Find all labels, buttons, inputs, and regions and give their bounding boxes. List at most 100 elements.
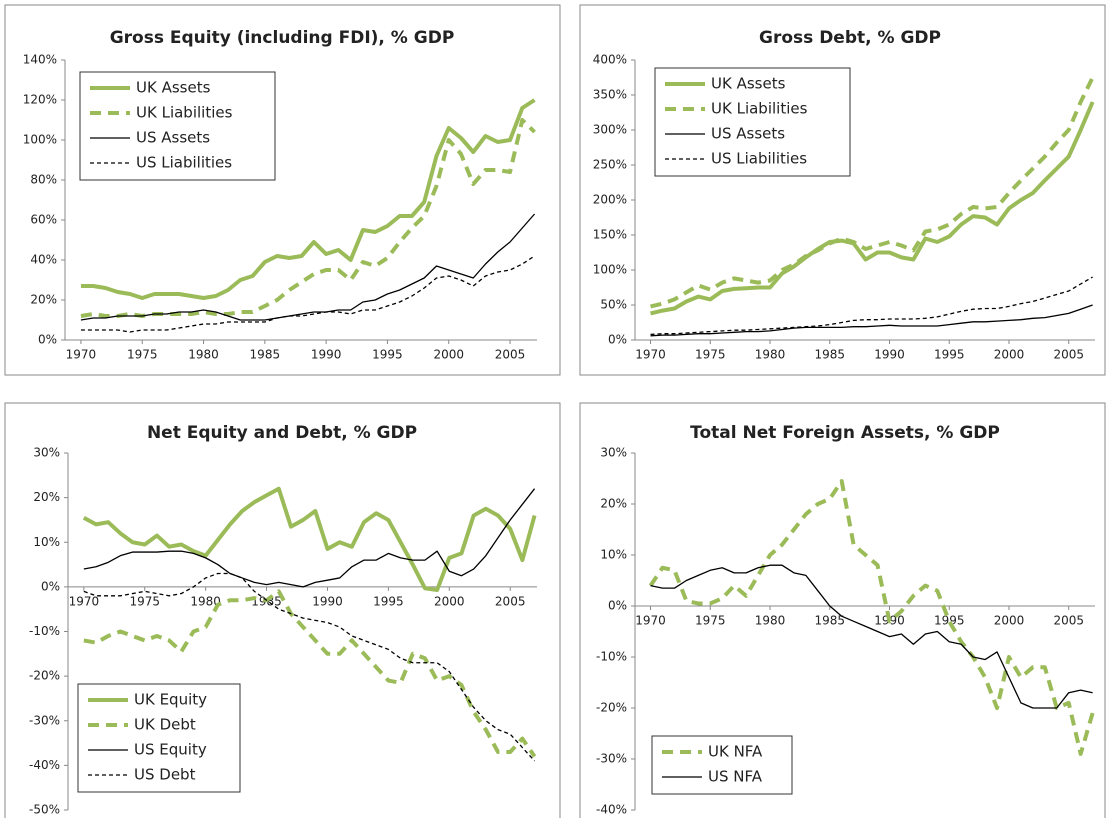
y-tick-label: 60%	[30, 213, 57, 227]
x-tick-label: 2000	[433, 348, 464, 362]
legend-label: US Liabilities	[136, 154, 232, 172]
legend-label: US NFA	[708, 768, 763, 786]
y-tick-label: 0%	[38, 333, 57, 347]
x-tick-label: 2005	[495, 594, 526, 608]
series-line	[650, 101, 1095, 316]
x-tick-label: 2000	[434, 594, 465, 608]
series-line	[650, 76, 1095, 309]
y-tick-label: 20%	[600, 497, 627, 511]
y-tick-label: 40%	[30, 253, 57, 267]
y-tick-label: -30%	[29, 713, 60, 727]
x-tick-label: 1970	[635, 348, 666, 362]
series-line	[80, 213, 536, 321]
legend-box	[651, 735, 793, 795]
x-tick-label: 1985	[250, 348, 281, 362]
chart-title: Total Net Foreign Assets, % GDP	[690, 423, 1000, 443]
panel-frame	[579, 4, 1106, 376]
series-line	[650, 564, 1093, 709]
series-line	[83, 488, 536, 588]
legend-label: UK Liabilities	[136, 104, 233, 122]
x-tick-label: 1985	[814, 614, 845, 628]
y-tick-label: 150%	[593, 228, 627, 242]
y-tick-label: 100%	[23, 133, 57, 147]
series-line	[82, 486, 537, 592]
legend-label: US Assets	[711, 125, 785, 143]
x-tick-label: 2000	[994, 614, 1025, 628]
x-tick-label: 1990	[311, 348, 342, 362]
panel-frame	[4, 4, 561, 376]
x-tick-label: 2005	[1053, 348, 1084, 362]
x-tick-label: 1995	[372, 348, 403, 362]
legend-label: US Assets	[136, 129, 210, 147]
y-tick-label: 20%	[33, 490, 60, 504]
x-tick-label: 1975	[695, 614, 726, 628]
y-tick-label: 0%	[41, 579, 60, 593]
y-tick-label: 300%	[593, 123, 627, 137]
y-tick-label: -50%	[29, 803, 60, 817]
y-tick-label: 200%	[593, 193, 627, 207]
y-tick-label: 120%	[23, 93, 57, 107]
legend-label: UK Debt	[134, 716, 196, 734]
y-tick-label: 250%	[593, 158, 627, 172]
legend-label: UK Liabilities	[711, 100, 808, 118]
series-line	[648, 479, 1095, 756]
y-tick-label: 10%	[600, 548, 627, 562]
series-line	[80, 98, 536, 300]
x-tick-label: 2000	[994, 348, 1025, 362]
x-tick-label: 1985	[814, 348, 845, 362]
series-line	[83, 572, 536, 762]
x-tick-label: 1975	[127, 348, 158, 362]
y-tick-label: 30%	[600, 446, 627, 460]
series-line	[650, 276, 1093, 336]
chart-title: Net Equity and Debt, % GDP	[147, 423, 417, 443]
y-tick-label: -40%	[596, 803, 627, 817]
series-line	[650, 304, 1093, 337]
legend-label: UK Equity	[134, 691, 207, 709]
x-tick-label: 1980	[755, 614, 786, 628]
x-tick-label: 1990	[874, 348, 905, 362]
series-line	[83, 589, 537, 758]
chart-title: Gross Equity (including FDI), % GDP	[110, 28, 455, 48]
x-tick-label: 2005	[1053, 614, 1084, 628]
x-tick-label: 1980	[755, 348, 786, 362]
y-tick-label: 0%	[608, 333, 627, 347]
x-tick-label: 1970	[635, 614, 666, 628]
y-tick-label: -30%	[596, 752, 627, 766]
x-tick-label: 1990	[312, 594, 343, 608]
y-tick-label: 400%	[593, 53, 627, 67]
y-tick-label: 30%	[33, 446, 60, 460]
y-tick-label: 10%	[33, 535, 60, 549]
legend-label: UK Assets	[136, 79, 211, 97]
y-tick-label: -20%	[29, 669, 60, 683]
y-tick-label: 0%	[608, 599, 627, 613]
legend-label: US Equity	[134, 741, 207, 759]
y-tick-label: 100%	[593, 263, 627, 277]
x-tick-label: 1980	[188, 348, 219, 362]
y-tick-label: 350%	[593, 88, 627, 102]
x-tick-label: 1975	[129, 594, 160, 608]
x-tick-label: 2005	[495, 348, 526, 362]
x-tick-label: 1995	[934, 614, 965, 628]
legend-label: US Liabilities	[711, 150, 807, 168]
legend-label: UK Assets	[711, 75, 786, 93]
x-tick-label: 1980	[190, 594, 221, 608]
y-tick-label: -10%	[596, 650, 627, 664]
y-tick-label: 80%	[30, 173, 57, 187]
chart-title: Gross Debt, % GDP	[759, 28, 941, 48]
x-tick-label: 1975	[695, 348, 726, 362]
x-tick-label: 1970	[66, 348, 97, 362]
y-tick-label: -10%	[29, 624, 60, 638]
y-tick-label: 20%	[30, 293, 57, 307]
y-tick-label: 140%	[23, 53, 57, 67]
y-tick-label: -40%	[29, 758, 60, 772]
y-tick-label: 50%	[600, 298, 627, 312]
x-tick-label: 1995	[934, 348, 965, 362]
panel-frame	[4, 402, 561, 818]
x-tick-label: 1995	[373, 594, 404, 608]
legend-label: UK NFA	[708, 743, 763, 761]
panel-frame	[579, 402, 1106, 818]
x-tick-label: 1970	[69, 594, 100, 608]
y-tick-label: -20%	[596, 701, 627, 715]
